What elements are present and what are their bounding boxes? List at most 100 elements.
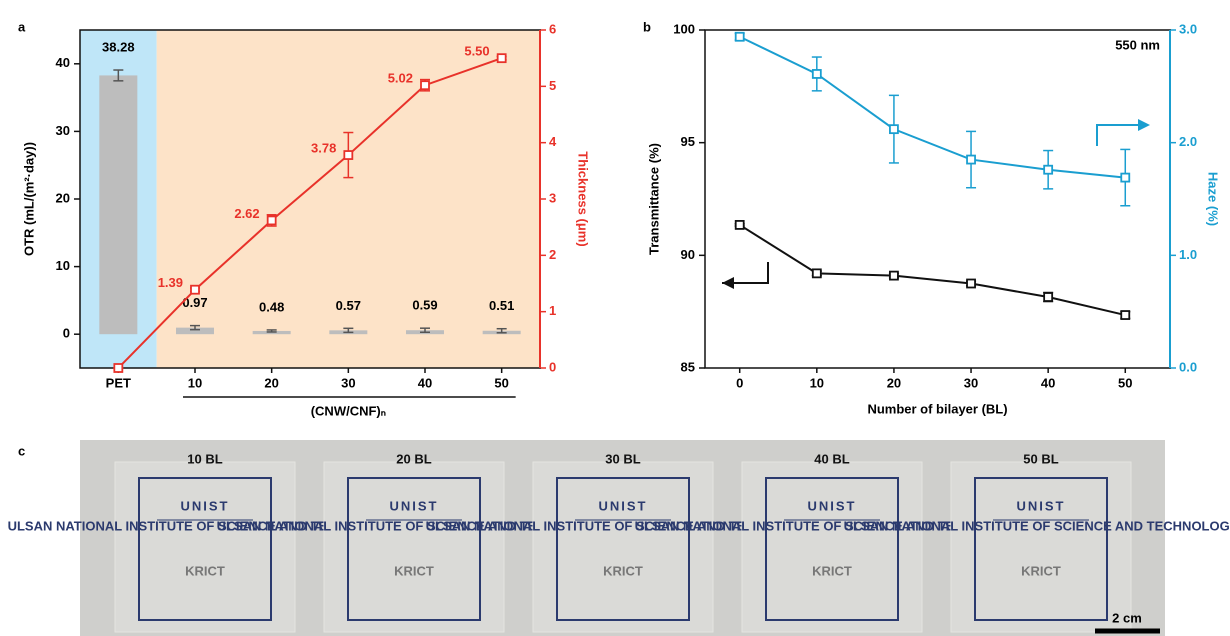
y-tick-label: 20	[56, 190, 70, 205]
panel-label: c	[18, 443, 25, 458]
point-label: 5.50	[464, 44, 489, 59]
line	[739, 35, 1126, 179]
film	[114, 461, 296, 633]
logo-bottom: KRICT	[394, 563, 434, 578]
x-tick-label: 20	[264, 375, 278, 390]
logo-sub: ULSAN NATIONAL INSTITUTE OF SCIENCE AND …	[426, 518, 821, 533]
group-label: (CNW/CNF)ₙ	[311, 403, 386, 418]
logo-top: UNIST	[390, 498, 439, 513]
y2-tick-label: 3.0	[1179, 21, 1197, 36]
y2-tick-label: 0.0	[1179, 359, 1197, 374]
logo-frame	[347, 477, 481, 621]
logo-sub: ULSAN NATIONAL INSTITUTE OF SCIENCE AND …	[635, 518, 1030, 533]
x-tick-label: 0	[736, 375, 743, 390]
bar-label: 38.28	[102, 39, 135, 54]
sample-label: 10 BL	[187, 451, 222, 466]
x-tick-label: 50	[494, 375, 508, 390]
film	[532, 461, 714, 633]
point	[266, 215, 277, 226]
point	[1120, 310, 1131, 320]
logo-bottom: KRICT	[1021, 563, 1061, 578]
arrow-right	[1096, 124, 1140, 146]
x-axis-label: Number of bilayer (BL)	[867, 401, 1007, 416]
y-axis-label: OTR (mL/(m²·day))	[21, 142, 36, 256]
point	[1043, 164, 1054, 175]
point	[420, 80, 430, 91]
bar-label: 0.97	[182, 295, 207, 310]
point	[889, 124, 899, 135]
logo-sub: ULSAN NATIONAL INSTITUTE OF SCIENCE AND …	[844, 518, 1230, 533]
x-tick-label: 50	[1118, 375, 1132, 390]
point	[889, 270, 899, 281]
panel-label: b	[643, 19, 651, 34]
y2-tick-label: 5	[549, 78, 556, 93]
point	[734, 220, 745, 230]
y2-tick-label: 6	[549, 21, 556, 36]
y-tick-label: 100	[673, 21, 695, 36]
logo-frame	[974, 477, 1108, 621]
point	[811, 268, 822, 279]
background	[156, 30, 540, 368]
y2-tick-label: 3	[549, 190, 556, 205]
x-tick-label: 10	[810, 375, 824, 390]
decorations	[722, 119, 1150, 289]
logo-bottom: KRICT	[185, 563, 225, 578]
point-label: 1.39	[158, 275, 183, 290]
point	[343, 150, 354, 160]
y2-tick-label: 2	[549, 247, 556, 262]
point	[496, 53, 507, 64]
y-tick-label: 30	[56, 123, 70, 138]
sample-label: 40 BL	[814, 451, 849, 466]
line	[739, 224, 1126, 317]
y-tick-label: 0	[63, 326, 70, 341]
arrow-head	[722, 277, 734, 289]
y-tick-label: 85	[681, 359, 695, 374]
logo-frame	[765, 477, 899, 621]
logo-frame	[138, 477, 272, 621]
y-tick-label: 95	[681, 134, 695, 149]
panel-label: a	[18, 19, 26, 34]
x-tick-label: PET	[106, 375, 131, 390]
y2-axis-label: Thickness (μm)	[576, 151, 591, 246]
line	[117, 57, 502, 369]
plot-frame	[704, 29, 1171, 369]
logo-bottom: KRICT	[603, 563, 643, 578]
x-tick-label: 30	[341, 375, 355, 390]
bar-label: 0.57	[336, 298, 361, 313]
y2-axis-label: Haze (%)	[1206, 172, 1221, 226]
annotation: 550 nm	[1115, 37, 1160, 52]
logo-top: UNIST	[181, 498, 230, 513]
y-tick-label: 90	[681, 247, 695, 262]
sample-label: 30 BL	[605, 451, 640, 466]
scale-label: 2 cm	[1112, 610, 1142, 625]
point-label: 3.78	[311, 140, 336, 155]
point	[1043, 292, 1054, 302]
film	[950, 461, 1132, 633]
point	[811, 69, 822, 79]
x-tick-label: 20	[887, 375, 901, 390]
y2-tick-label: 2.0	[1179, 134, 1197, 149]
logo-bottom: KRICT	[812, 563, 852, 578]
x-tick-label: 30	[964, 375, 978, 390]
point-label: 2.62	[234, 206, 259, 221]
point	[966, 154, 976, 165]
logo-top: UNIST	[808, 498, 857, 513]
logo-top: UNIST	[1017, 498, 1066, 513]
bar	[99, 75, 138, 335]
film	[323, 461, 505, 633]
y2-tick-label: 0	[549, 359, 556, 374]
point	[1120, 172, 1131, 183]
point	[113, 363, 124, 373]
point	[190, 284, 200, 295]
y2-tick-label: 1	[549, 303, 556, 318]
logo-frame	[556, 477, 690, 621]
bar-label: 0.48	[259, 299, 284, 314]
sample-label: 50 BL	[1023, 451, 1058, 466]
y2-tick-label: 4	[549, 134, 557, 149]
x-tick-label: 40	[418, 375, 432, 390]
point-label: 5.02	[388, 71, 413, 86]
arrow-head	[1138, 119, 1150, 131]
point	[966, 278, 976, 289]
logo-sub: ULSAN NATIONAL INSTITUTE OF SCIENCE AND …	[217, 518, 612, 533]
